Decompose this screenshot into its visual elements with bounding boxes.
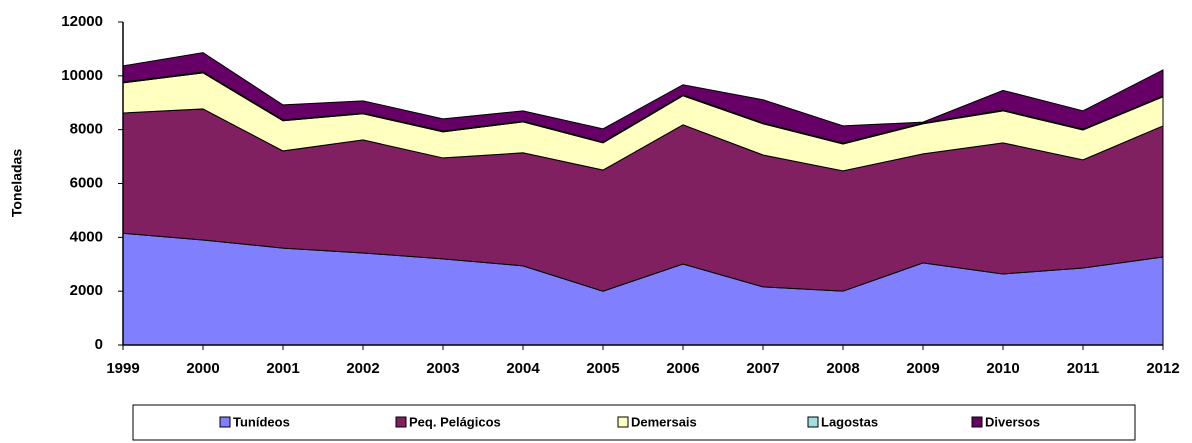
x-tick-label: 2003 <box>426 360 459 377</box>
x-tick-label: 2007 <box>746 360 779 377</box>
y-tick-label: 8000 <box>70 121 103 138</box>
y-axis-title: Toneladas <box>9 149 25 217</box>
x-tick-label: 2002 <box>346 360 379 377</box>
x-tick-label: 2010 <box>986 360 1019 377</box>
x-tick-label: 2012 <box>1146 360 1179 377</box>
y-tick-label: 6000 <box>70 174 103 191</box>
legend-swatch <box>395 416 407 428</box>
legend-swatch <box>807 416 819 428</box>
legend-swatch <box>971 416 983 428</box>
x-tick-label: 2005 <box>586 360 619 377</box>
x-tick-label: 2008 <box>826 360 859 377</box>
legend-swatch <box>617 416 629 428</box>
area <box>122 52 1164 144</box>
x-tick-label: 1999 <box>106 360 139 377</box>
x-tick-label: 2000 <box>186 360 219 377</box>
x-tick-label: 2001 <box>266 360 299 377</box>
legend-label: Diversos <box>985 414 1040 429</box>
x-tick-label: 2006 <box>666 360 699 377</box>
y-tick-label: 4000 <box>70 228 103 245</box>
x-tick-label: 2009 <box>906 360 939 377</box>
legend-label: Demersais <box>631 414 697 429</box>
y-tick-label: 0 <box>95 336 103 353</box>
legend-label: Lagostas <box>821 414 878 429</box>
x-tick-label: 2004 <box>506 360 540 377</box>
legend: Tunídeos Peq. Pelágicos Demersais Lagostas D… <box>132 404 1136 441</box>
legend-label: Tunídeos <box>233 414 290 429</box>
y-tick-label: 10000 <box>61 67 103 84</box>
legend-label: Peq. Pelágicos <box>409 414 501 429</box>
x-tick-label: 2011 <box>1067 360 1100 377</box>
legend-swatch <box>219 416 231 428</box>
y-tick-label: 12000 <box>61 13 103 30</box>
y-tick-label: 2000 <box>70 282 103 299</box>
legend-box <box>132 404 1136 441</box>
